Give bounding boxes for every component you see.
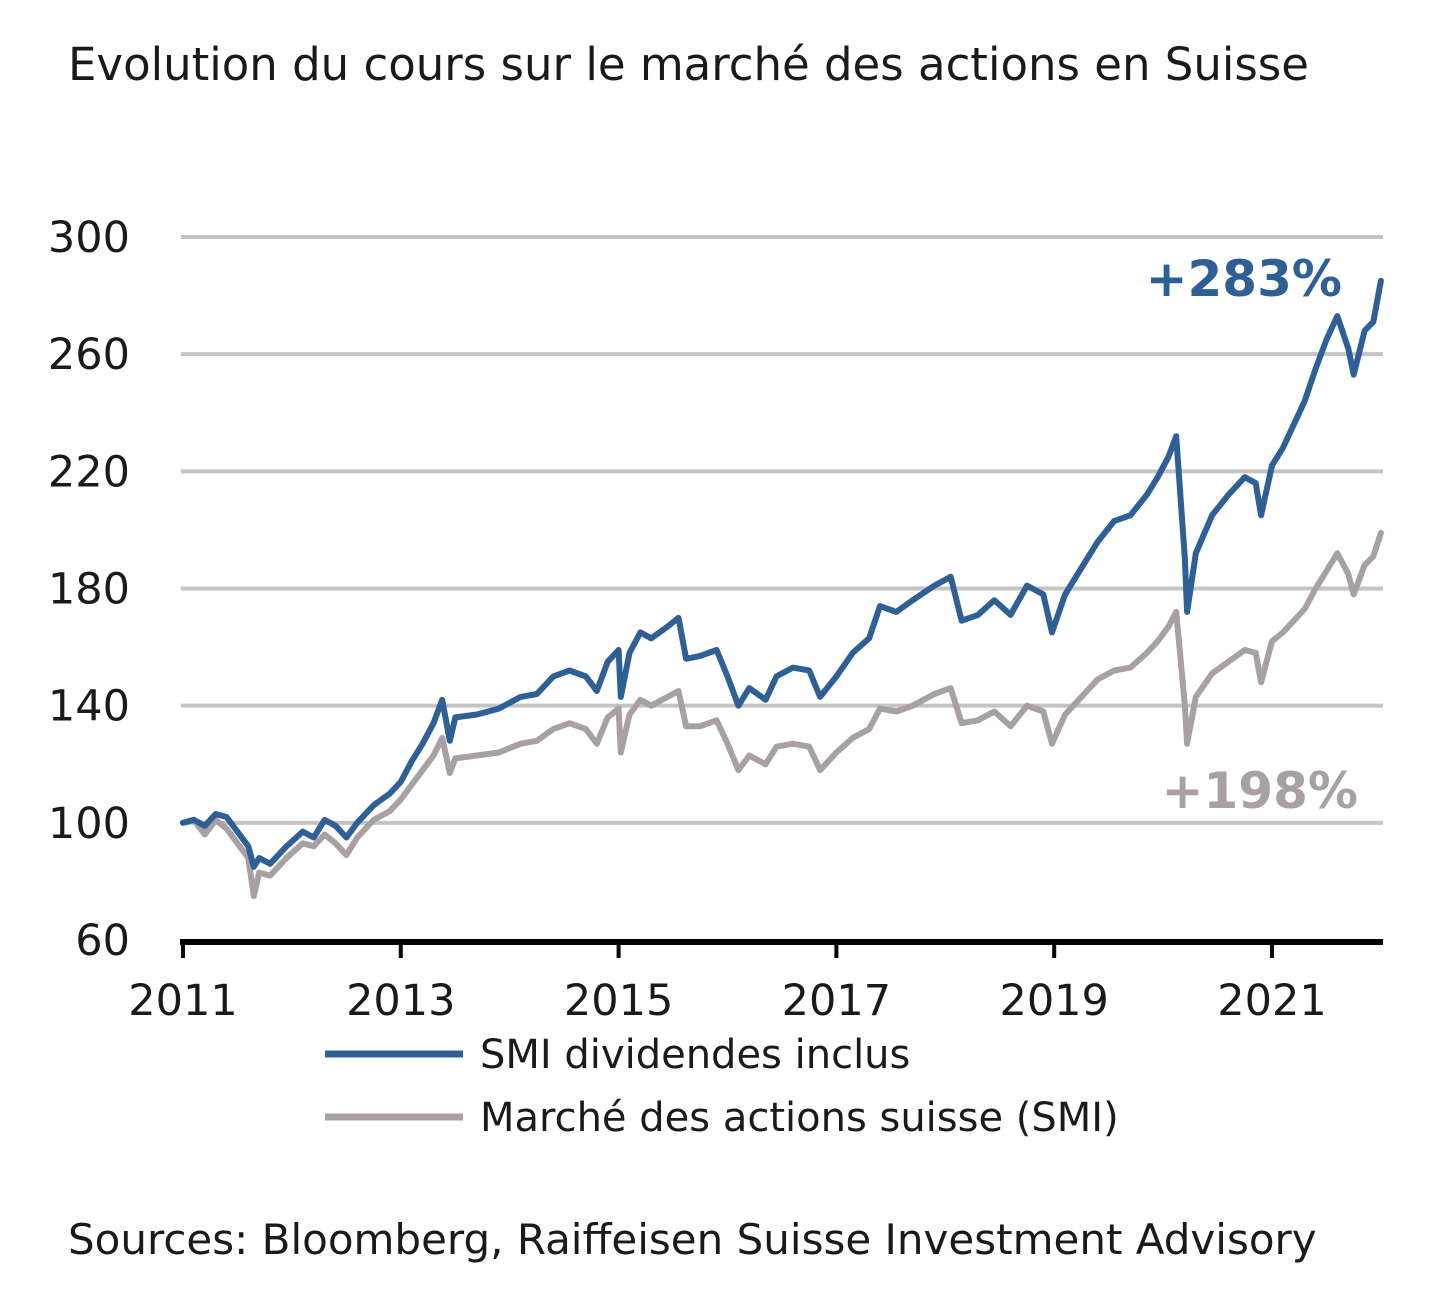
y-axis-ticks: 60 100 140 180 220 260 300 bbox=[48, 213, 130, 966]
y-tick-label: 180 bbox=[48, 565, 130, 615]
y-tick-label: 260 bbox=[48, 330, 130, 380]
series-line-smi bbox=[180, 529, 1384, 900]
y-tick-label: 60 bbox=[75, 916, 130, 966]
y-tick-label: 100 bbox=[48, 799, 130, 849]
y-tick-label: 220 bbox=[48, 447, 130, 497]
y-tick-label: 140 bbox=[48, 682, 130, 732]
x-axis-ticks: 2011 2013 2015 2017 2019 2021 bbox=[128, 940, 1327, 1026]
gridlines bbox=[181, 235, 1383, 825]
x-tick-label: 2017 bbox=[782, 976, 891, 1026]
chart-title: Evolution du cours sur le marché des act… bbox=[68, 38, 1309, 91]
legend: SMI dividendes inclus Marché des actions… bbox=[325, 1032, 1119, 1141]
x-tick-label: 2015 bbox=[564, 976, 673, 1026]
x-tick-label: 2011 bbox=[128, 976, 237, 1026]
x-tick-label: 2021 bbox=[1217, 976, 1326, 1026]
legend-label-smi-dividendes: SMI dividendes inclus bbox=[480, 1032, 910, 1078]
series-line-smi-dividendes bbox=[180, 277, 1384, 870]
legend-label-smi: Marché des actions suisse (SMI) bbox=[480, 1095, 1119, 1141]
annotation-smi-dividendes: +283% bbox=[1146, 250, 1342, 308]
x-tick-label: 2019 bbox=[999, 976, 1108, 1026]
y-tick-label: 300 bbox=[48, 213, 130, 263]
annotation-smi: +198% bbox=[1162, 762, 1358, 820]
x-tick-label: 2013 bbox=[346, 976, 455, 1026]
source-note: Sources: Bloomberg, Raiffeisen Suisse In… bbox=[68, 1215, 1317, 1264]
series-lines bbox=[180, 277, 1384, 900]
